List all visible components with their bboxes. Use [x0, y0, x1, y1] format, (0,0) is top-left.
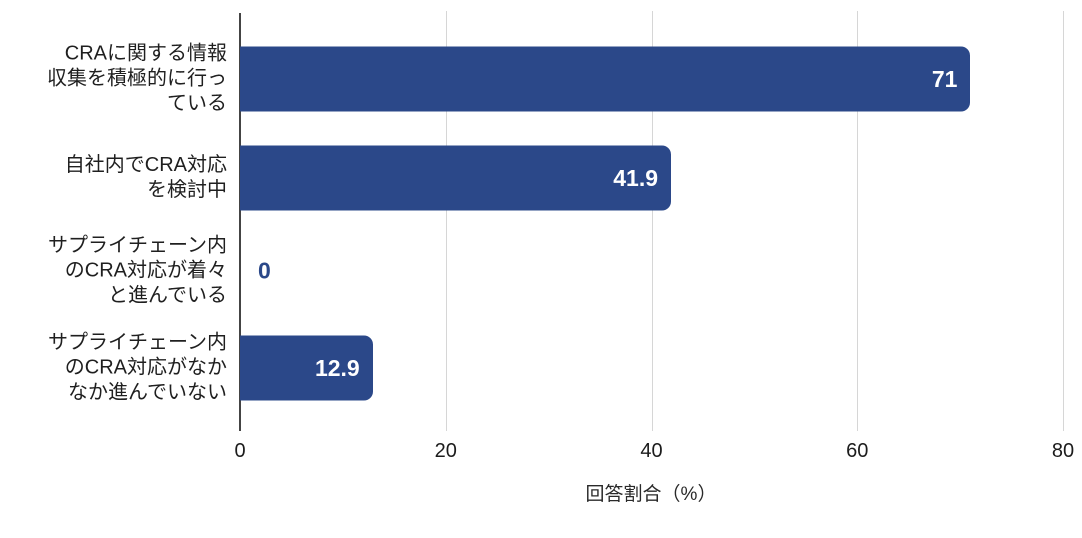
category-label-line: サプライチェーン内	[48, 331, 227, 354]
category-label-line: のCRA対応がなか	[64, 356, 227, 379]
x-tick-label: 0	[234, 440, 246, 462]
bar-value-label: 71	[931, 65, 958, 92]
category-label: CRAに関する情報 収集を積極的に行っ ている	[0, 42, 227, 117]
gridline	[445, 11, 447, 431]
x-axis-title: 回答割合（%）	[585, 484, 717, 505]
category-label-line: CRAに関する情報	[64, 42, 227, 65]
category-label-line: と進んでいる	[108, 284, 227, 307]
category-label: サプライチェーン内 のCRA対応がなか なか進んでいない	[0, 331, 227, 406]
bar: 12.9	[240, 335, 373, 401]
gridline	[1063, 11, 1064, 431]
x-tick-label: 80	[1051, 440, 1075, 462]
bar-value-label: 12.9	[314, 354, 360, 381]
x-tick-label: 40	[640, 440, 663, 462]
category-label-line: サプライチェーン内	[48, 234, 227, 257]
category-label-line: ている	[167, 92, 227, 115]
category-label-line: を検討中	[147, 179, 227, 201]
bar: 41.9	[240, 145, 672, 211]
bar-value-label: 41.9	[613, 164, 659, 191]
category-label: 自社内でCRA対応を検討中	[0, 153, 227, 203]
x-tick-label: 60	[846, 440, 869, 462]
category-label-line: なか進んでいない	[68, 381, 227, 404]
y-axis-line	[239, 13, 241, 431]
gridline	[857, 11, 859, 431]
bar: 71	[240, 46, 971, 112]
category-label-line: のCRA対応が着々	[64, 259, 227, 282]
category-label: サプライチェーン内 のCRA対応が着々 と進んでいる	[0, 234, 227, 309]
category-label-line: 収集を積極的に行っ	[47, 67, 227, 90]
gridline	[651, 11, 653, 431]
bar-value-label: 0	[258, 257, 271, 284]
x-tick-label: 20	[434, 440, 457, 462]
category-label-line: 自社内でCRA対応	[64, 154, 227, 176]
